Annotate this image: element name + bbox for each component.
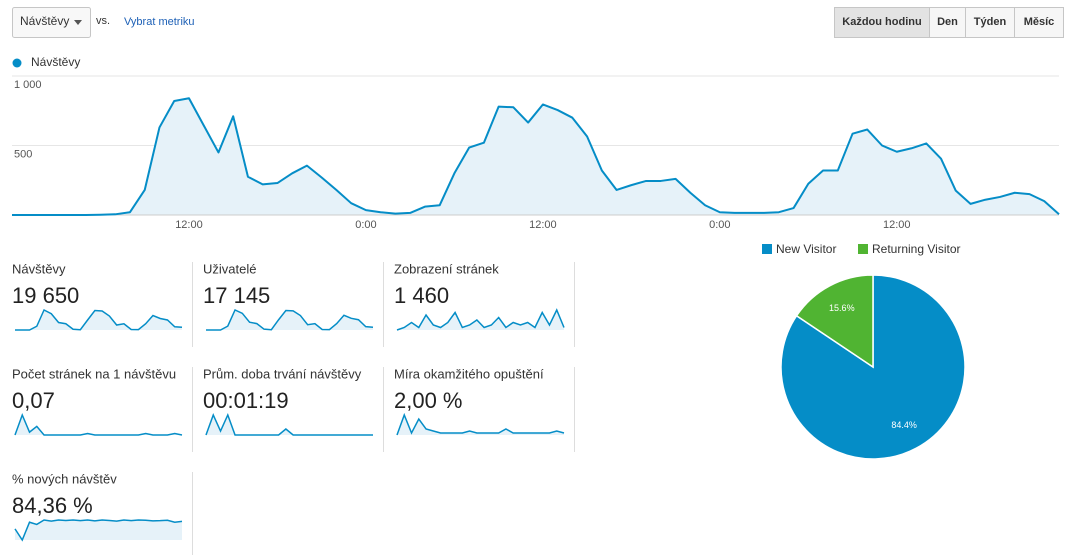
line — [12, 97, 1060, 216]
period-button[interactable] — [1014, 7, 1064, 38]
metric-tiles: Návštěvy 19 650 Uživatelé 17 145 Zobrazení s… — [12, 261, 575, 555]
vs-label: vs. — [96, 15, 110, 27]
sparkline-area — [15, 310, 182, 330]
metric-value: 2,00 % — [394, 388, 463, 413]
period-label: Den — [937, 16, 958, 28]
metric-label: % nových návštěv — [12, 471, 117, 486]
metric-label: Míra okamžitého opuštění — [394, 366, 544, 381]
metric-select[interactable] — [12, 7, 91, 38]
dropdown-arrow — [74, 20, 82, 25]
metric-value: 84,36 % — [12, 493, 93, 518]
metric-value: 17 145 — [203, 283, 270, 308]
x-tick-label: 0:00 — [709, 219, 730, 231]
pie-value-label: 84.4% — [891, 420, 917, 430]
metric-value: 0,07 — [12, 388, 55, 413]
sparkline — [396, 308, 565, 331]
y-tick-label: 1 000 — [14, 79, 42, 91]
select-metric-link[interactable]: Vybrat metriku — [124, 16, 195, 28]
metric-label: Návštěvy — [12, 261, 66, 276]
legend-marker — [762, 244, 772, 254]
period-label: Týden — [974, 16, 1007, 28]
period-button[interactable] — [834, 7, 930, 38]
main-chart: 1 000 500 12:00 0:00 12:00 0:00 12:00 — [12, 75, 1060, 231]
x-tick-label: 12:00 — [883, 219, 911, 231]
metric-value: 1 460 — [394, 283, 449, 308]
pie-chart: New Visitor Returning Visitor 84.4% 15.6% — [762, 242, 966, 460]
y-tick-label: 500 — [14, 148, 32, 160]
metric-value: 00:01:19 — [203, 388, 289, 413]
sparkline — [396, 412, 565, 436]
legend-label: Returning Visitor — [872, 242, 961, 256]
sparkline — [14, 412, 183, 436]
metric-label: Prům. doba trvání návštěvy — [203, 366, 362, 381]
period-group: Každou hodinu Den Týden Měsíc — [834, 7, 1064, 38]
sparkline-area — [15, 520, 182, 540]
metric-label: Zobrazení stránek — [394, 261, 499, 276]
sparkline-area — [397, 415, 564, 435]
legend-marker — [858, 244, 868, 254]
period-label: Měsíc — [1024, 16, 1055, 28]
sparkline — [15, 308, 183, 331]
sparkline — [206, 309, 374, 331]
metric-label: Uživatelé — [203, 261, 256, 276]
sparkline-area — [206, 415, 373, 435]
period-label: Každou hodinu — [842, 16, 921, 28]
sparkline-area — [206, 310, 373, 330]
area — [12, 98, 1059, 215]
legend-label: New Visitor — [776, 242, 836, 256]
legend-label: Návštěvy — [31, 55, 80, 69]
pie-slice — [795, 274, 874, 369]
sparkline-area — [15, 415, 182, 435]
period-button[interactable] — [965, 7, 1015, 38]
x-tick-label: 0:00 — [355, 219, 376, 231]
metric-label: Počet stránek na 1 návštěvu — [12, 366, 176, 381]
metric-select-label: Návštěvy — [20, 14, 69, 28]
sparkline — [205, 413, 373, 436]
x-tick-label: 12:00 — [175, 219, 203, 231]
metric-value: 19 650 — [12, 283, 79, 308]
x-tick-label: 12:00 — [529, 219, 557, 231]
pie-value-label: 15.6% — [829, 303, 855, 313]
period-button[interactable] — [929, 7, 966, 38]
legend-marker — [12, 58, 22, 68]
sparkline — [14, 519, 183, 542]
